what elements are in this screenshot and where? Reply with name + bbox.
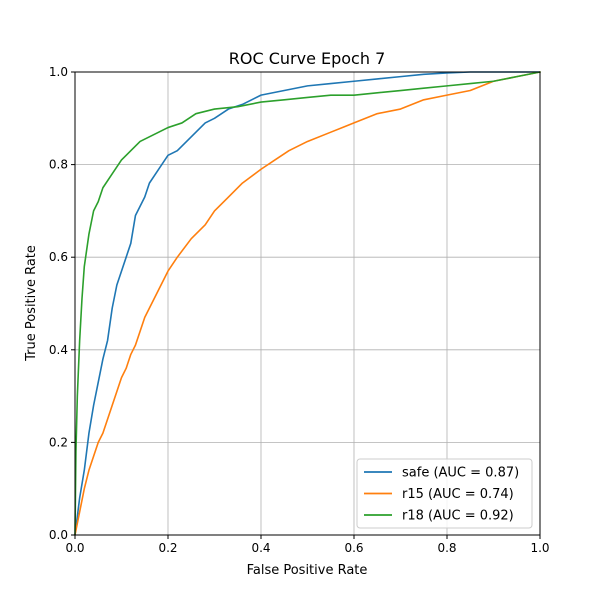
x-axis-label: False Positive Rate [247,563,368,578]
legend-box [356,458,533,529]
y-tick-label: 0.4 [49,343,68,357]
grid-lines [74,71,541,536]
chart-title: ROC Curve Epoch 7 [229,49,386,68]
x-tick-label: 0.6 [344,541,363,555]
series-layer [74,71,541,536]
y-tick-label: 0.6 [49,250,68,264]
x-tick-label: 0.0 [65,541,84,555]
y-axis-label: True Positive Rate [24,245,39,362]
x-tick-label: 0.8 [437,541,456,555]
y-tick-label: 0.2 [49,435,68,449]
x-tick-label: 1.0 [530,541,549,555]
y-axis-ticks: 0.0 0.2 0.4 0.6 0.8 1.0 [49,65,75,542]
x-axis-ticks: 0.0 0.2 0.4 0.6 0.8 1.0 [65,535,550,555]
series-line-safe [74,71,541,536]
legend: safe (AUC = 0.87) r15 (AUC = 0.74) r18 (AU… [356,458,533,529]
x-tick-label: 0.4 [251,541,270,555]
legend-label: safe (AUC = 0.87) [402,466,519,481]
y-tick-label: 0.0 [49,528,68,542]
series-line-r15 [74,71,541,536]
y-tick-label: 1.0 [49,65,68,79]
series-line-r18 [74,71,541,536]
y-tick-label: 0.8 [49,158,68,172]
legend-label: r15 (AUC = 0.74) [402,487,514,502]
legend-label: r18 (AUC = 0.92) [402,509,514,524]
x-tick-label: 0.2 [158,541,177,555]
plot-frame [74,71,541,536]
